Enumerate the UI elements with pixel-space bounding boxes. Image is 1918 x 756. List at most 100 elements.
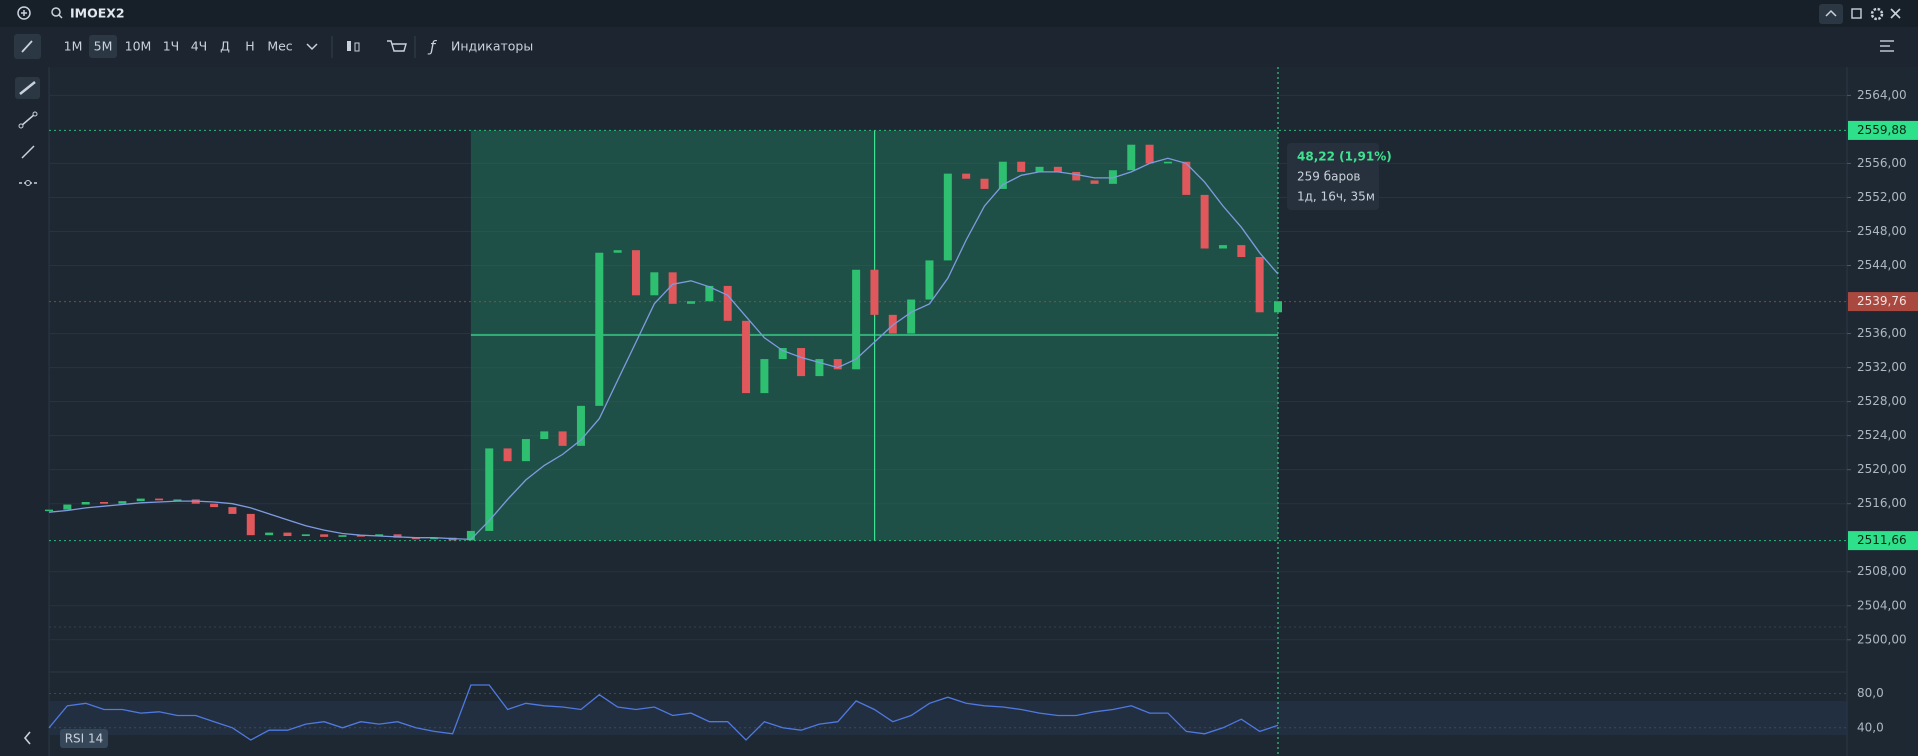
candle (595, 252, 604, 406)
measure-bars: 259 баров (1297, 170, 1361, 184)
price-label: 2511,66 (1857, 533, 1907, 547)
rsi-label[interactable]: RSI 14 (65, 732, 104, 746)
measure-duration: 1д, 16ч, 35м (1297, 190, 1375, 204)
candle (45, 509, 53, 512)
candle (723, 285, 732, 321)
candle (1163, 161, 1172, 164)
price-tick-label: 2536,00 (1857, 326, 1907, 340)
timeframes: 1M 5M 10M 1Ч 4Ч Д Н Мес (64, 35, 293, 58)
candle (1108, 170, 1117, 184)
candle (100, 501, 109, 504)
candle (155, 498, 164, 501)
price-tick-label: 2548,00 (1857, 224, 1907, 238)
candle (1145, 144, 1154, 164)
candle (466, 530, 475, 541)
settings-icon[interactable] (1870, 7, 1884, 21)
moving-average (48, 157, 1279, 541)
candle (962, 173, 971, 179)
candle (558, 431, 567, 446)
candle-icon-a[interactable] (347, 41, 351, 51)
candle (925, 260, 934, 300)
candle (301, 534, 310, 537)
candle (631, 250, 640, 296)
cart-icon[interactable] (387, 40, 407, 52)
candle (210, 503, 219, 508)
timeframe[interactable]: Д (220, 39, 230, 54)
candle (63, 504, 72, 510)
rsi-tick-label: 40,0 (1857, 720, 1884, 734)
window-icon[interactable] (1851, 8, 1862, 19)
search-icon-handle (58, 14, 63, 19)
candle (1017, 161, 1026, 172)
candle (815, 359, 824, 377)
add-icon[interactable] (17, 6, 31, 20)
measure-change: 48,22 (1,91%) (1297, 150, 1392, 164)
price-tick-label: 2504,00 (1857, 598, 1907, 612)
expand-sidebar[interactable] (23, 731, 31, 745)
timeframe[interactable]: 1M (64, 39, 83, 54)
measure-tooltip (1287, 143, 1379, 210)
more-timeframes[interactable] (306, 43, 318, 51)
brush-tool[interactable] (21, 145, 35, 159)
candle (265, 532, 274, 536)
candle (1200, 194, 1209, 249)
timeframe[interactable]: 4Ч (191, 39, 208, 54)
candle (521, 439, 530, 462)
candle (485, 448, 494, 531)
rsi-band (49, 701, 1847, 735)
price-label: 2539,76 (1857, 294, 1907, 308)
price-label: 2559,88 (1857, 123, 1907, 137)
price-label-box (1848, 120, 1918, 140)
search-icon[interactable] (51, 7, 61, 17)
candle (118, 501, 127, 504)
candle (1274, 301, 1282, 313)
timeframe[interactable]: 10M (125, 39, 152, 54)
plot: 2564,00 2556,00 2552,00 2548,00 2544,00 2536,… (45, 67, 1918, 756)
candle (320, 534, 329, 537)
candle (540, 431, 549, 440)
collapse-icon (1825, 9, 1837, 17)
candle (613, 250, 622, 253)
rsi-tick-label: 80,0 (1857, 686, 1884, 700)
candle (228, 507, 237, 514)
indicators-button[interactable]: Индикаторы (451, 39, 533, 54)
candle (943, 173, 952, 261)
price-tick-label: 2520,00 (1857, 462, 1907, 476)
price-tick-label: 2564,00 (1857, 88, 1907, 102)
candle (998, 161, 1007, 189)
candle (1255, 257, 1264, 313)
candle (980, 178, 989, 189)
timeframe[interactable]: Н (245, 39, 254, 54)
price-label-box (1848, 531, 1918, 551)
candle (1237, 245, 1246, 258)
price-tick-label: 2544,00 (1857, 258, 1907, 272)
toolbar (0, 27, 1918, 67)
price-tick-label: 2500,00 (1857, 632, 1907, 646)
candle (1218, 245, 1227, 249)
candle (668, 272, 677, 304)
collapse-button[interactable] (1819, 4, 1843, 24)
symbol[interactable]: IMOEX2 (70, 6, 125, 21)
timeframe[interactable]: 1Ч (163, 39, 180, 54)
candle (576, 405, 585, 446)
sidebar (0, 67, 49, 756)
trendline-tool[interactable] (20, 113, 36, 127)
candle (246, 513, 255, 536)
candle (1072, 171, 1081, 181)
candle (283, 532, 292, 537)
price-tick-label: 2556,00 (1857, 156, 1907, 170)
price-tick-label: 2516,00 (1857, 496, 1907, 510)
candle (888, 314, 897, 334)
candle (1127, 144, 1136, 171)
fx-icon[interactable]: ƒ (427, 38, 437, 56)
timeframe[interactable]: Мес (267, 39, 292, 54)
close-icon-b (1890, 8, 1901, 19)
candle (1090, 180, 1099, 184)
timeframe[interactable]: 5M (94, 39, 113, 54)
rsi-label-box[interactable] (60, 729, 108, 748)
candle (393, 534, 402, 538)
trendline-end (18, 123, 24, 129)
ruler-icon (19, 81, 36, 95)
candle (705, 285, 714, 302)
